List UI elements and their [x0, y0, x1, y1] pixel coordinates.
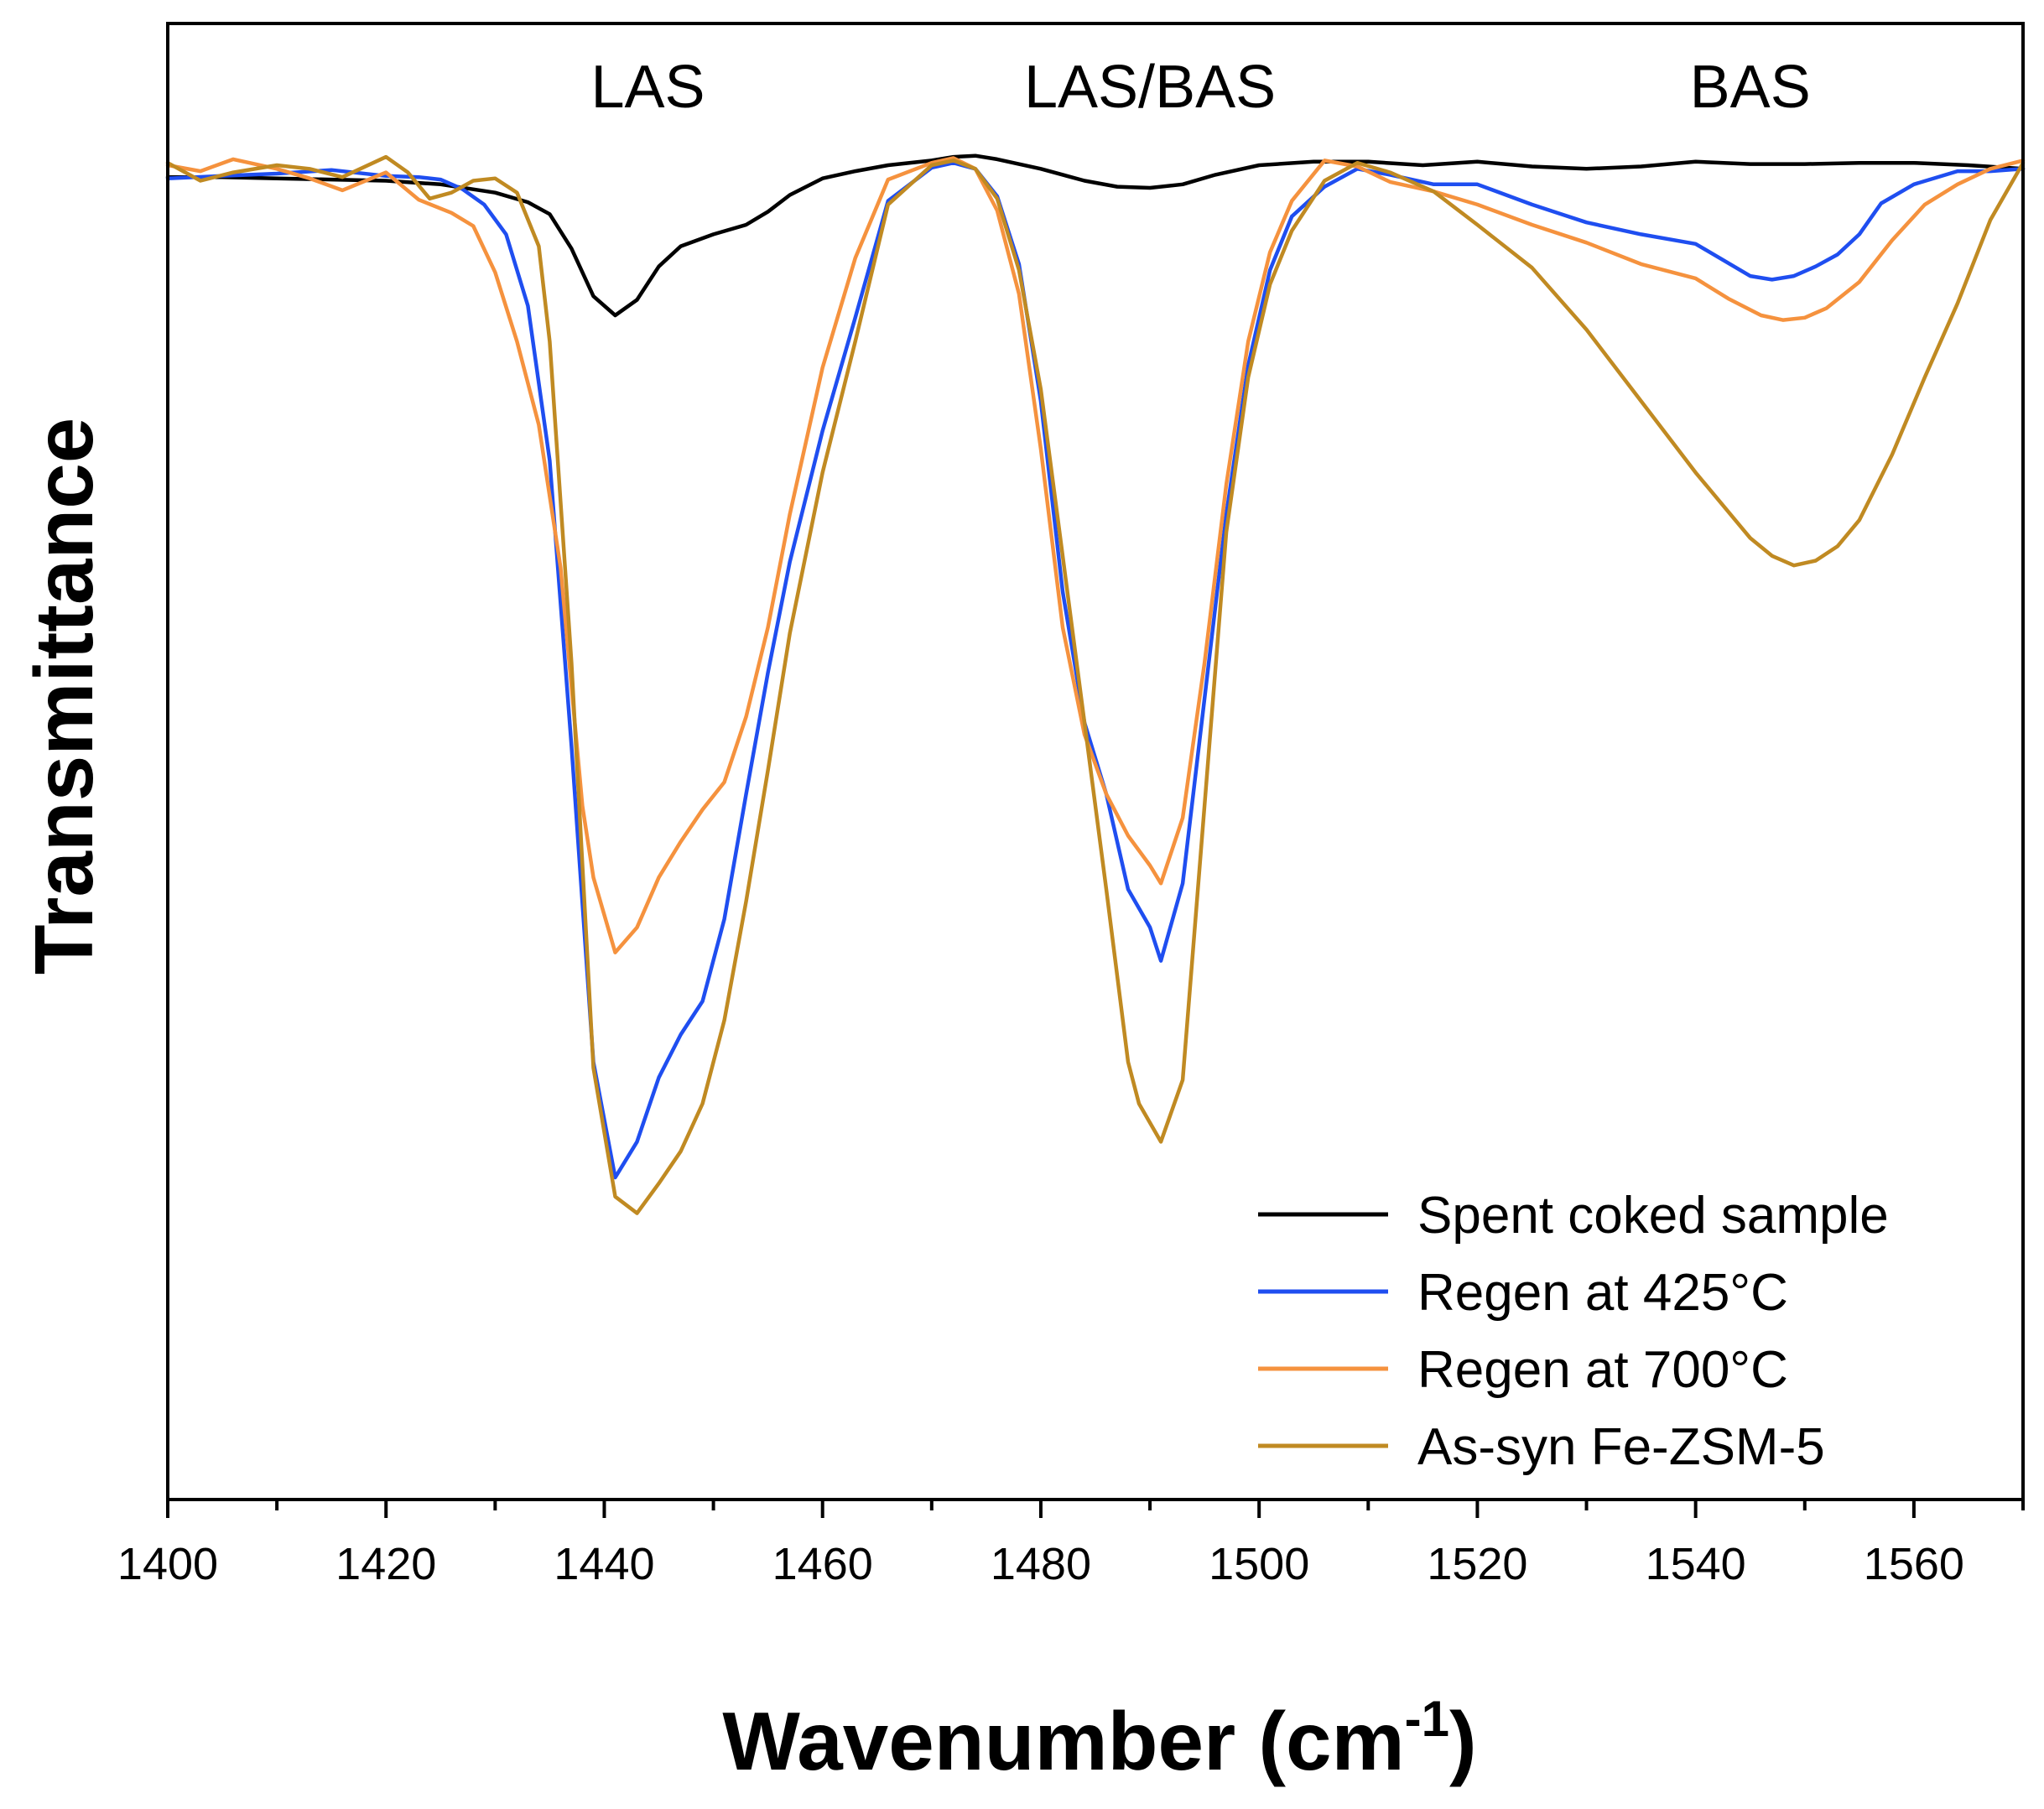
x-tick-label: 1560 — [1864, 1539, 1964, 1589]
legend-label: As-syn Fe-ZSM-5 — [1417, 1418, 1825, 1476]
x-axis-title-close: ) — [1449, 1695, 1477, 1787]
series-line-3 — [165, 156, 2026, 954]
series-line-4 — [165, 154, 2026, 1215]
band-label: BAS — [1690, 54, 1811, 121]
x-axis-title: Wavenumber (cm-1) — [722, 1691, 1476, 1787]
x-axis-title-main: Wavenumber (cm — [722, 1695, 1404, 1787]
x-tick-label: 1460 — [772, 1539, 873, 1589]
plot-frame — [166, 22, 2025, 1501]
legend-label: Regen at 700°C — [1417, 1341, 1788, 1399]
x-tick-label: 1440 — [554, 1539, 654, 1589]
y-axis-title: Transmittance — [18, 418, 110, 975]
x-tick-label: 1540 — [1646, 1539, 1746, 1589]
band-label: LAS — [590, 54, 705, 121]
x-tick-label: 1480 — [991, 1539, 1091, 1589]
band-label: LAS/BAS — [1024, 54, 1276, 121]
series-line-2 — [165, 160, 2026, 1180]
legend-label: Regen at 425°C — [1417, 1264, 1788, 1322]
series-layer — [165, 153, 2026, 1215]
x-tick-label: 1500 — [1209, 1539, 1309, 1589]
x-tick-label: 1420 — [335, 1539, 436, 1589]
x-tick-label: 1400 — [117, 1539, 218, 1589]
x-tick-label: 1520 — [1427, 1539, 1527, 1589]
legend-label: Spent coked sample — [1417, 1187, 1889, 1245]
x-axis-title-superscript: -1 — [1405, 1691, 1449, 1747]
legend: Spent coked sample Regen at 425°C Regen at… — [1258, 1187, 1889, 1476]
x-axis: 1400 1420 1440 1460 1480 1500 1520 1540 1560 — [117, 1500, 2025, 1589]
band-labels: LAS LAS/BAS BAS — [590, 54, 1810, 121]
